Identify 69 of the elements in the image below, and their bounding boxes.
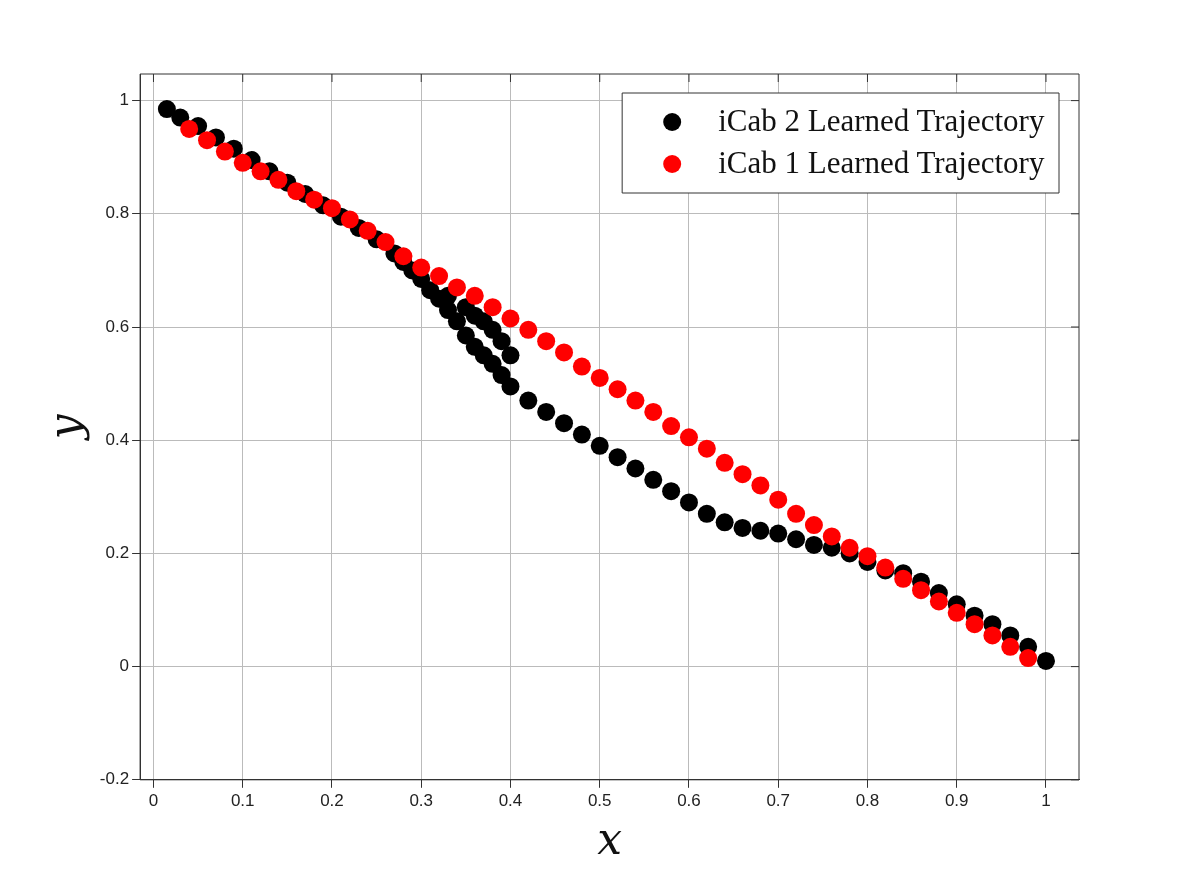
- point: [1019, 649, 1038, 668]
- point: [590, 368, 609, 387]
- legend-label: iCab 2 Learned Trajectory: [718, 103, 1045, 139]
- point: [947, 603, 966, 622]
- x-tick-label: 1: [1041, 790, 1051, 810]
- y-tick-label: 0.8: [105, 203, 130, 223]
- point: [394, 247, 413, 266]
- point: [447, 278, 466, 297]
- point: [215, 142, 234, 161]
- point: [430, 267, 449, 286]
- point: [787, 504, 806, 523]
- x-tick-label: 0: [148, 790, 159, 810]
- point: [233, 153, 252, 172]
- y-tick-label: 0: [119, 656, 130, 676]
- point: [1001, 637, 1020, 656]
- point: [269, 170, 288, 189]
- x-tick-label: 0.8: [855, 790, 880, 810]
- x-tick-label: 0.4: [498, 790, 523, 810]
- x-tick-label: 0.3: [409, 790, 434, 810]
- point: [894, 569, 913, 588]
- point: [644, 402, 663, 421]
- point: [840, 538, 859, 557]
- x-tick-label: 0.1: [230, 790, 255, 810]
- point: [769, 490, 788, 509]
- point: [912, 581, 931, 600]
- x-tick-label: 0.7: [766, 790, 791, 810]
- point: [501, 309, 520, 328]
- point: [305, 190, 324, 209]
- point: [483, 298, 502, 317]
- point: [412, 258, 431, 277]
- y-tick-label: 0.4: [105, 429, 130, 449]
- point: [929, 592, 948, 611]
- y-tick-label: 1: [119, 90, 130, 110]
- point: [679, 428, 698, 447]
- point: [626, 391, 645, 410]
- point: [251, 162, 270, 181]
- point: [733, 465, 752, 484]
- point: [751, 476, 770, 495]
- y-tick-label: 0.2: [105, 543, 130, 563]
- point: [358, 221, 377, 240]
- point: [322, 199, 341, 218]
- point: [608, 380, 627, 399]
- legend-label: iCab 1 Learned Trajectory: [718, 145, 1045, 181]
- point: [697, 439, 716, 458]
- point: [965, 615, 984, 634]
- point: [519, 320, 538, 339]
- point: [804, 516, 823, 535]
- x-tick-label: 0.5: [587, 790, 612, 810]
- point: [715, 453, 734, 472]
- x-tick-label: 0.6: [677, 790, 701, 810]
- point: [376, 233, 395, 252]
- point: [572, 357, 591, 376]
- point: [287, 182, 306, 201]
- point: [555, 343, 574, 362]
- point: [465, 286, 484, 305]
- y-tick-label: -0.2: [99, 769, 130, 789]
- x-tick-label: 0.9: [944, 790, 969, 810]
- point: [340, 210, 359, 229]
- y-tick-label: 0.6: [105, 316, 130, 336]
- point: [858, 547, 877, 566]
- point: [198, 131, 217, 150]
- point: [662, 417, 681, 436]
- point: [983, 626, 1002, 645]
- x-axis-title: x: [597, 813, 623, 865]
- point: [180, 119, 199, 138]
- point: [822, 527, 841, 546]
- x-tick-label: 0.2: [320, 790, 344, 810]
- point: [537, 332, 556, 351]
- y-axis-title: y: [38, 413, 90, 442]
